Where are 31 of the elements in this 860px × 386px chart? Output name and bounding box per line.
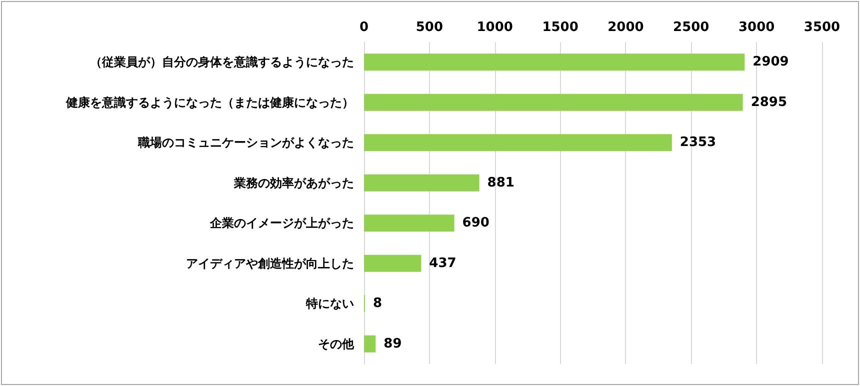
y-tick-label: アイディアや創造性が向上した bbox=[186, 256, 354, 270]
x-tick-label: 1000 bbox=[476, 20, 513, 35]
y-tick-label: その他 bbox=[318, 336, 355, 351]
y-tick-label: 健康を意識するようになった（または健康になった） bbox=[65, 95, 354, 110]
y-tick-label: 企業のイメージが上がった bbox=[209, 216, 354, 230]
x-tick-label: 2500 bbox=[673, 20, 710, 35]
y-tick-label: 職場のコミュニケーションがよくなった bbox=[137, 136, 354, 150]
data-label: 437 bbox=[429, 256, 456, 271]
x-tick-label: 3500 bbox=[804, 20, 840, 35]
bar bbox=[364, 54, 745, 71]
x-tick-label: 3000 bbox=[738, 20, 775, 35]
x-tick-label: 2000 bbox=[608, 20, 644, 35]
bar bbox=[364, 174, 480, 192]
bar bbox=[364, 134, 672, 152]
x-tick-label: 1500 bbox=[542, 20, 578, 35]
data-label: 690 bbox=[462, 216, 490, 231]
data-label: 8 bbox=[373, 296, 382, 312]
data-label: 2895 bbox=[750, 94, 788, 110]
data-label: 2353 bbox=[680, 135, 716, 150]
bar bbox=[364, 214, 454, 232]
y-tick-label: （従業員が）自分の身体を意識するようになった bbox=[90, 55, 354, 70]
bar bbox=[364, 254, 422, 272]
x-tick-label: 500 bbox=[416, 20, 443, 35]
bar bbox=[364, 94, 743, 111]
data-label: 881 bbox=[487, 175, 514, 190]
x-tick-label: 0 bbox=[359, 20, 369, 35]
y-tick-label: 特にない bbox=[305, 296, 354, 311]
data-label: 2909 bbox=[752, 54, 789, 70]
y-tick-label: 業務の効率があがった bbox=[233, 176, 354, 190]
bar bbox=[364, 335, 376, 352]
data-label: 89 bbox=[384, 336, 402, 352]
